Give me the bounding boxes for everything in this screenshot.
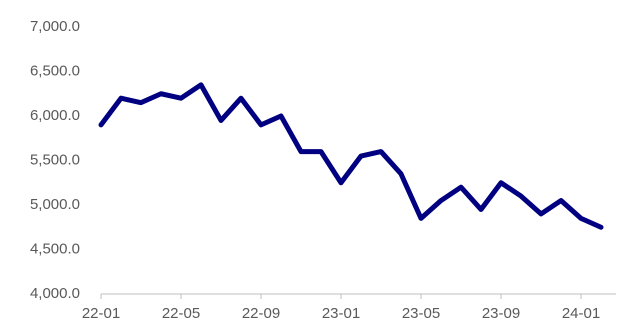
line-series <box>98 82 604 230</box>
x-tick-label: 22-09 <box>242 305 280 322</box>
y-tick-label: 4,500.0 <box>30 240 80 257</box>
x-tick-label: 23-01 <box>322 305 360 322</box>
y-tick-label: 7,000.0 <box>30 18 80 35</box>
y-tick-label: 6,500.0 <box>30 62 80 79</box>
x-tick-label: 23-09 <box>482 305 520 322</box>
y-tick-label: 5,500.0 <box>30 151 80 168</box>
x-tick-label: 23-05 <box>402 305 440 322</box>
y-tick-label: 5,000.0 <box>30 196 80 213</box>
y-tick-label: 6,000.0 <box>30 107 80 124</box>
x-tick-label: 22-01 <box>82 305 120 322</box>
x-tick-label: 22-05 <box>162 305 200 322</box>
x-tick-label: 24-01 <box>562 305 600 322</box>
y-tick-label: 4,000.0 <box>30 285 80 302</box>
